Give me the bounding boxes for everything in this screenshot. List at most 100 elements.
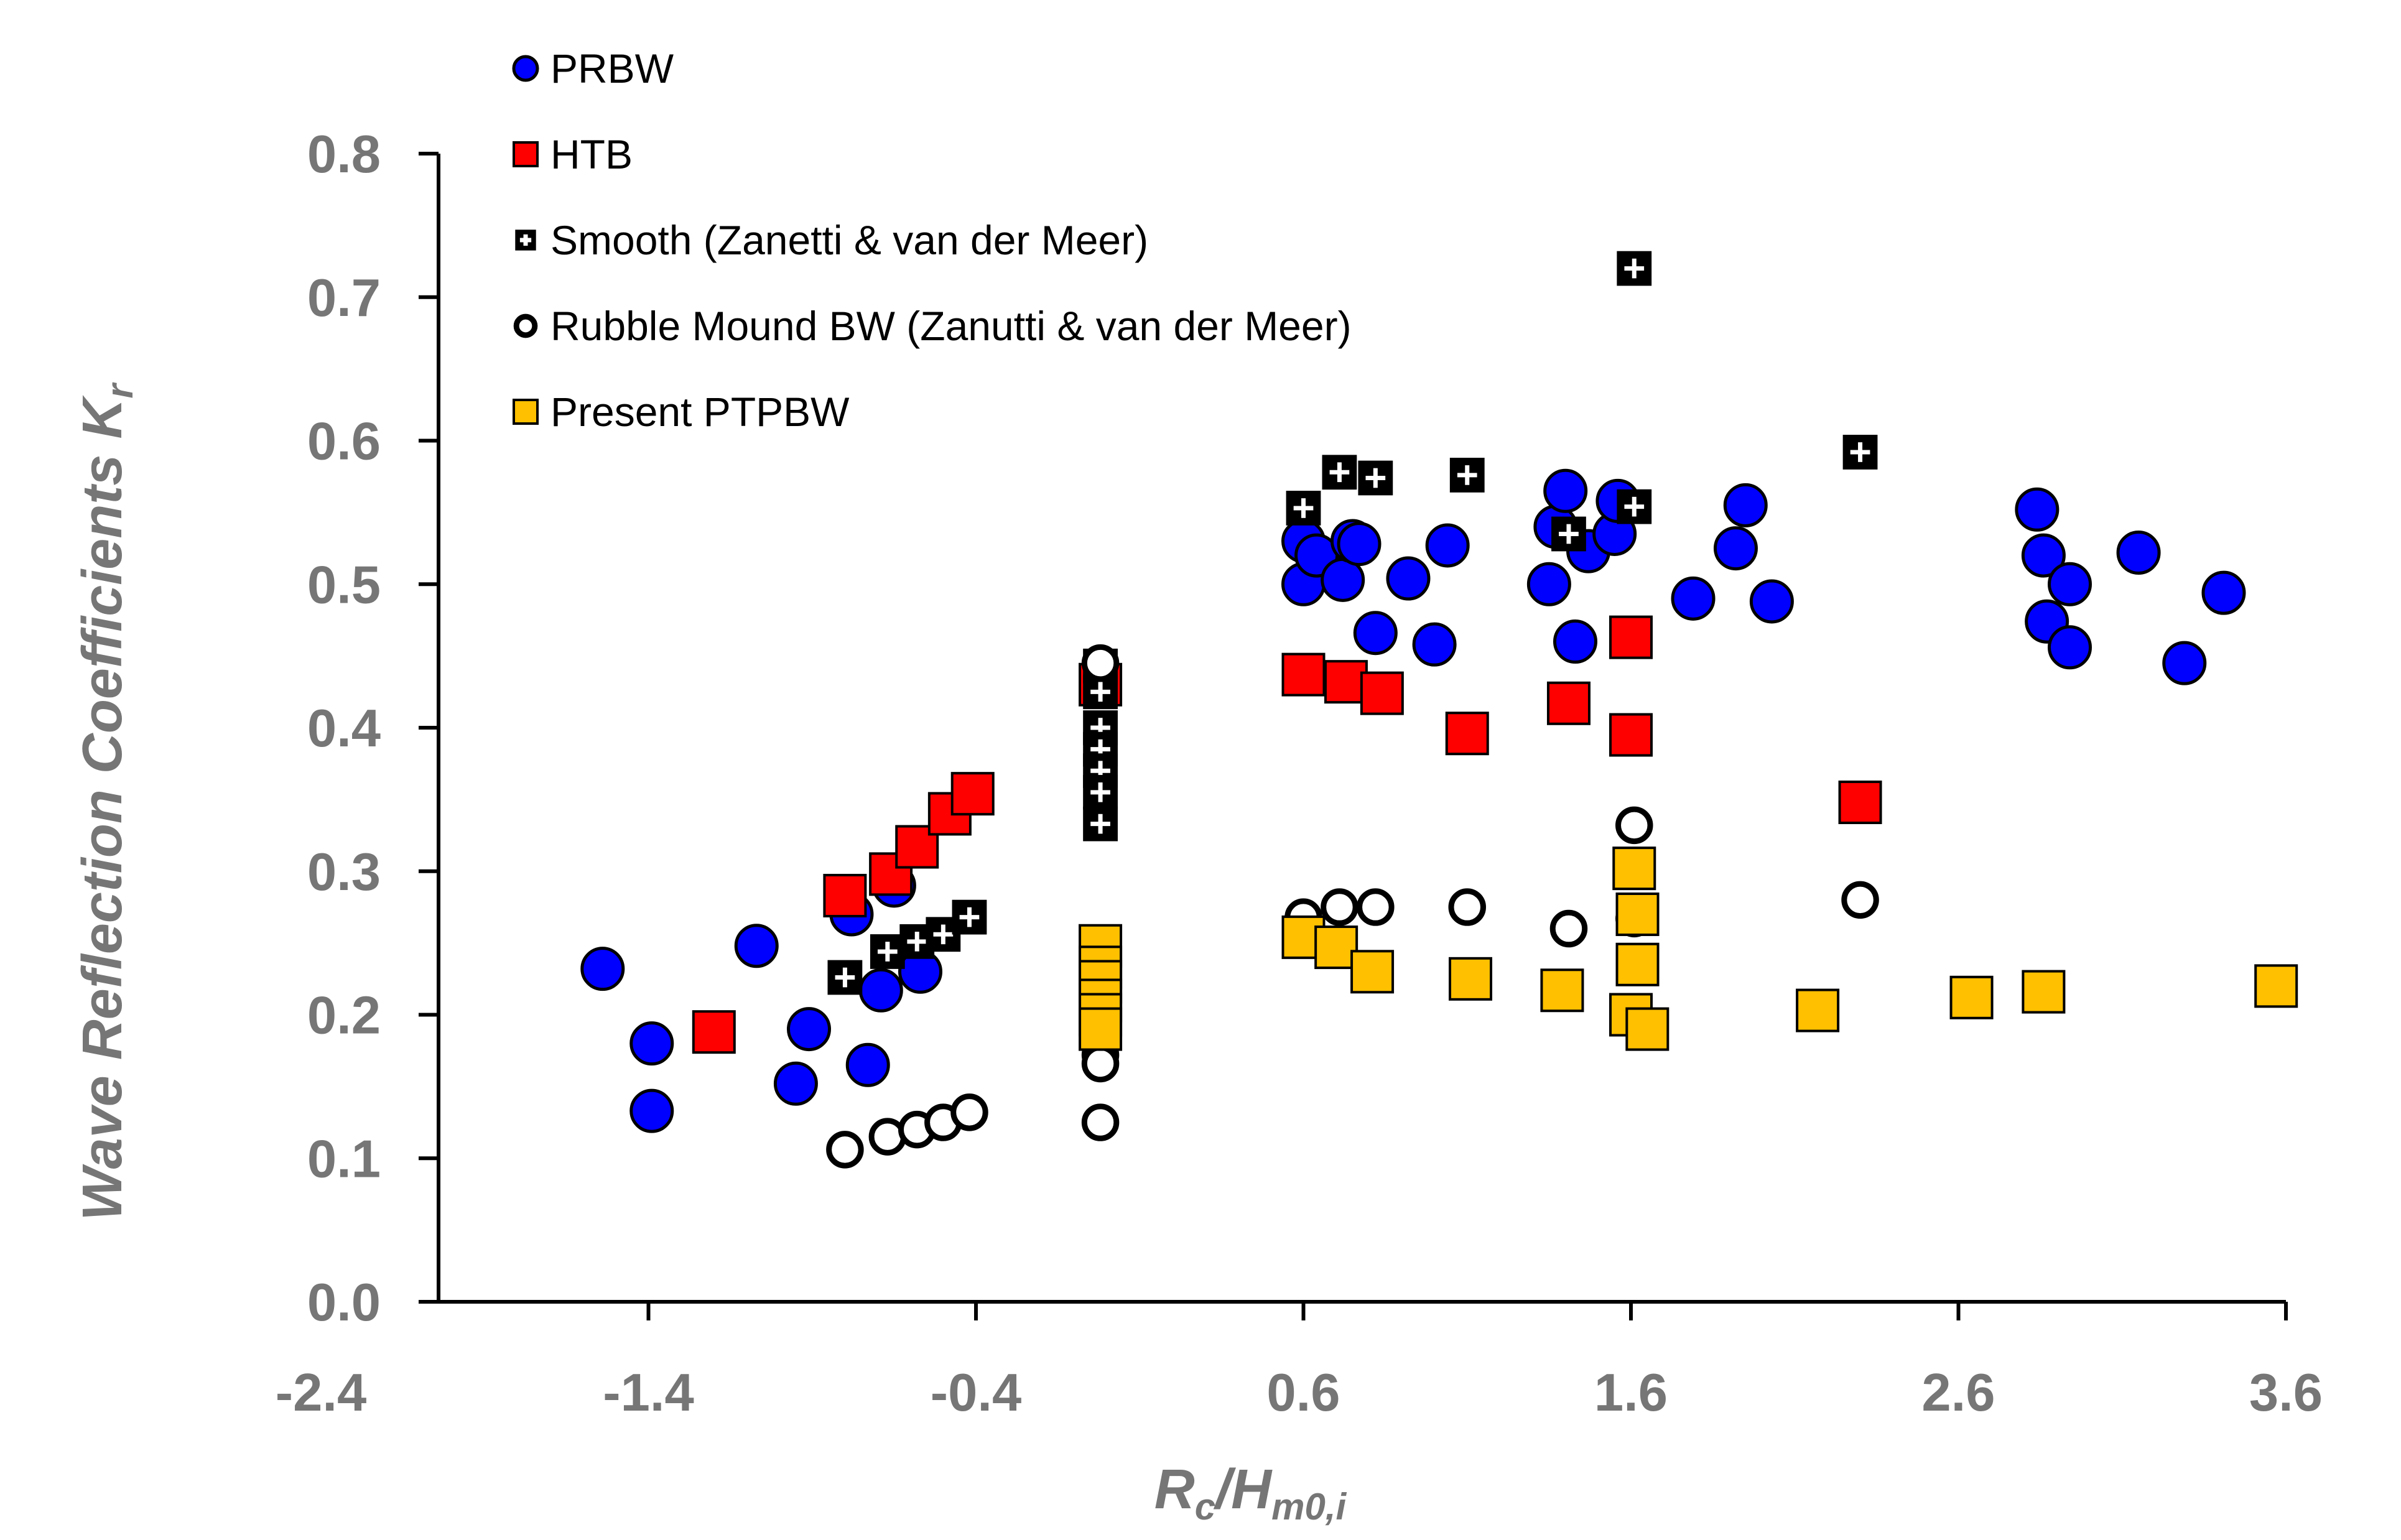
legend-label: HTB bbox=[550, 131, 633, 177]
data-point bbox=[950, 1093, 988, 1131]
y-tick-label: 0.4 bbox=[307, 699, 381, 758]
y-tick-label: 0.5 bbox=[307, 555, 381, 615]
data-point bbox=[1079, 1007, 1123, 1051]
data-point bbox=[1083, 806, 1118, 842]
legend-item: HTB bbox=[513, 131, 633, 177]
data-point bbox=[734, 924, 779, 968]
data-points bbox=[580, 251, 2298, 1169]
data-point bbox=[1553, 619, 1597, 664]
x-axis-title: Rc/Hm0,i bbox=[1154, 1459, 1347, 1528]
data-point bbox=[580, 947, 625, 991]
legend-label: Rubble Mound BW (Zanutti & van der Meer) bbox=[550, 303, 1352, 349]
legend-item: Present PTPBW bbox=[513, 389, 850, 435]
x-tick-label: 1.6 bbox=[1594, 1363, 1668, 1422]
x-tick-label: -0.4 bbox=[931, 1363, 1021, 1422]
data-point bbox=[1540, 968, 1584, 1013]
data-point bbox=[1350, 950, 1395, 994]
data-point bbox=[786, 1007, 831, 1052]
data-point bbox=[1609, 615, 1653, 659]
x-tick-label: 3.6 bbox=[2249, 1363, 2323, 1422]
data-point bbox=[1838, 780, 1882, 824]
data-point bbox=[2254, 964, 2298, 1008]
data-point bbox=[1723, 483, 1768, 527]
y-tick-label: 0.1 bbox=[307, 1129, 381, 1189]
data-point bbox=[692, 1010, 736, 1054]
data-point bbox=[1625, 1007, 1670, 1051]
data-point bbox=[827, 960, 863, 995]
data-point bbox=[1425, 523, 1470, 568]
y-axis-title: Wave Reflection Coefficients Kr bbox=[72, 382, 141, 1221]
data-point bbox=[1949, 975, 1994, 1019]
data-point bbox=[870, 934, 905, 969]
x-tick-label: 0.6 bbox=[1266, 1363, 1340, 1422]
data-point bbox=[1551, 516, 1586, 552]
data-point bbox=[1609, 713, 1653, 757]
data-point bbox=[1081, 1044, 1120, 1083]
data-point bbox=[952, 899, 987, 935]
data-point bbox=[1358, 460, 1393, 496]
y-tick-label: 0.6 bbox=[307, 412, 381, 471]
data-point bbox=[1083, 774, 1118, 810]
data-point bbox=[950, 772, 995, 816]
data-point bbox=[1386, 556, 1431, 601]
legend-item: Rubble Mound BW (Zanutti & van der Meer) bbox=[513, 303, 1352, 349]
data-point bbox=[1412, 622, 1457, 667]
data-point bbox=[1842, 435, 1878, 470]
legend-label: Smooth (Zanetti & van der Meer) bbox=[550, 217, 1148, 263]
data-point bbox=[773, 1061, 818, 1106]
data-point bbox=[629, 1021, 674, 1066]
legend: PRBW HTB Smooth (Zanetti & van der Meer) Ru… bbox=[512, 45, 1352, 435]
data-point bbox=[1615, 806, 1653, 845]
data-point bbox=[1322, 455, 1357, 490]
data-point bbox=[2116, 530, 2161, 575]
data-point bbox=[1281, 652, 1326, 697]
data-point bbox=[2162, 641, 2207, 685]
data-point bbox=[2048, 562, 2092, 606]
data-point bbox=[1286, 491, 1321, 526]
data-point bbox=[1448, 888, 1486, 926]
axes bbox=[419, 152, 2288, 1320]
data-point bbox=[1445, 712, 1489, 756]
tick-labels: 0.0 0.1 0.2 0.3 0.4 0.5 0.6 0.7 0.8 -2.4 -1.4 -0.4 0… bbox=[276, 125, 2323, 1422]
data-point bbox=[895, 825, 939, 869]
data-point bbox=[2021, 533, 2066, 578]
data-point bbox=[1615, 892, 1660, 936]
data-point bbox=[1526, 562, 1571, 606]
y-tick-label: 0.3 bbox=[307, 843, 381, 902]
data-point bbox=[2201, 570, 2246, 615]
x-tick-label: -2.4 bbox=[276, 1363, 366, 1422]
data-point bbox=[823, 873, 867, 917]
data-point bbox=[1796, 988, 1840, 1032]
data-point bbox=[1713, 526, 1758, 571]
data-point bbox=[1337, 522, 1382, 567]
data-point bbox=[1321, 888, 1358, 926]
data-point bbox=[1671, 576, 1716, 621]
data-point bbox=[1314, 925, 1358, 970]
data-point bbox=[1546, 681, 1591, 725]
series-0 bbox=[580, 468, 2246, 1133]
series-2 bbox=[827, 251, 1878, 995]
data-point bbox=[1543, 468, 1588, 513]
x-tick-label: 2.6 bbox=[1921, 1363, 1995, 1422]
data-point bbox=[2015, 487, 2060, 532]
legend-marker bbox=[512, 55, 539, 82]
y-tick-label: 0.8 bbox=[307, 125, 381, 184]
data-point bbox=[2022, 970, 2066, 1014]
legend-label: PRBW bbox=[550, 45, 674, 91]
data-point bbox=[858, 968, 903, 1013]
legend-item: Smooth (Zanetti & van der Meer) bbox=[515, 217, 1148, 263]
data-point bbox=[1081, 644, 1120, 682]
data-point bbox=[1612, 847, 1656, 891]
y-tick-label: 0.0 bbox=[307, 1273, 381, 1332]
data-point bbox=[1449, 457, 1485, 493]
data-point bbox=[1449, 957, 1493, 1001]
legend-marker bbox=[515, 230, 536, 251]
y-tick-label: 0.7 bbox=[307, 269, 381, 328]
data-point bbox=[1353, 611, 1398, 656]
data-point bbox=[845, 1042, 890, 1087]
series-4 bbox=[1079, 847, 2298, 1051]
data-point bbox=[826, 1131, 864, 1169]
data-point bbox=[1081, 1103, 1120, 1141]
data-point bbox=[1749, 579, 1794, 624]
